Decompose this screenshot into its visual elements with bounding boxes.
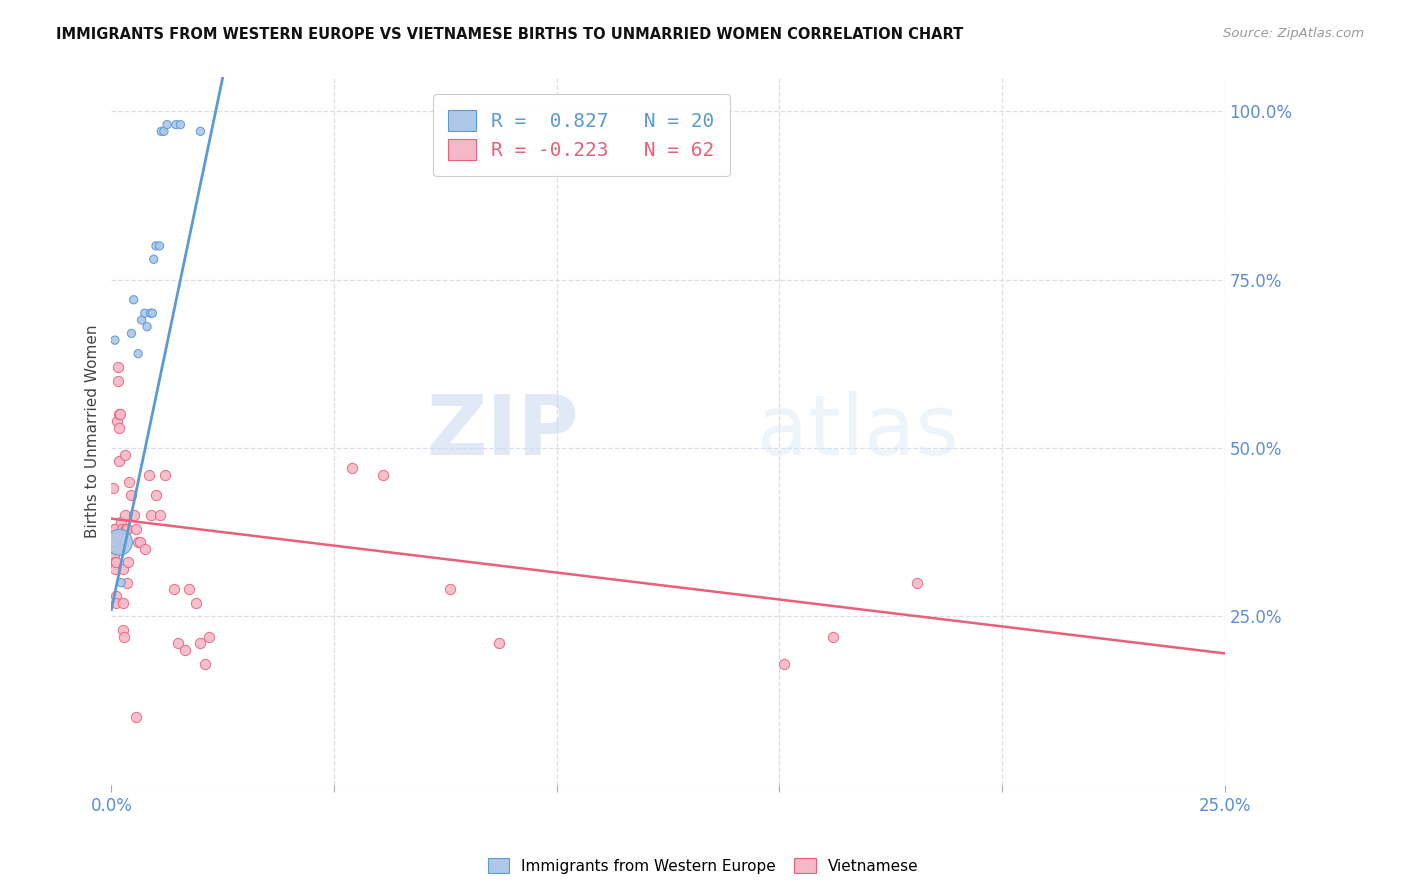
Point bbox=[179, 582, 201, 597]
Point bbox=[488, 636, 510, 650]
Point bbox=[114, 522, 136, 536]
Point bbox=[111, 522, 134, 536]
Point bbox=[153, 124, 176, 138]
Point bbox=[194, 657, 217, 671]
Point bbox=[107, 360, 129, 375]
Point bbox=[821, 630, 844, 644]
Point bbox=[110, 541, 132, 556]
Point bbox=[141, 306, 163, 320]
Point bbox=[105, 414, 128, 428]
Point bbox=[198, 630, 221, 644]
Point bbox=[169, 118, 191, 132]
Point bbox=[131, 313, 153, 327]
Point bbox=[103, 522, 125, 536]
Point bbox=[115, 575, 138, 590]
Point bbox=[104, 562, 127, 576]
Point bbox=[111, 562, 134, 576]
Point bbox=[167, 636, 190, 650]
Point bbox=[112, 630, 135, 644]
Point bbox=[149, 508, 172, 523]
Point bbox=[145, 488, 167, 502]
Point bbox=[104, 589, 127, 603]
Point bbox=[145, 239, 167, 253]
Legend: R =  0.827   N = 20, R = -0.223   N = 62: R = 0.827 N = 20, R = -0.223 N = 62 bbox=[433, 95, 730, 176]
Point bbox=[108, 454, 131, 468]
Point bbox=[104, 556, 127, 570]
Point bbox=[125, 710, 148, 724]
Legend: Immigrants from Western Europe, Vietnamese: Immigrants from Western Europe, Vietname… bbox=[481, 852, 925, 880]
Point bbox=[156, 118, 179, 132]
Point bbox=[134, 541, 156, 556]
Text: atlas: atlas bbox=[756, 391, 959, 472]
Point bbox=[136, 319, 159, 334]
Point bbox=[907, 575, 929, 590]
Point bbox=[110, 575, 132, 590]
Point bbox=[105, 596, 128, 610]
Point bbox=[108, 407, 131, 421]
Point bbox=[104, 556, 127, 570]
Point bbox=[117, 556, 139, 570]
Point bbox=[141, 508, 163, 523]
Point bbox=[111, 596, 134, 610]
Point bbox=[190, 636, 212, 650]
Point bbox=[103, 549, 125, 563]
Point bbox=[104, 333, 127, 347]
Point bbox=[110, 515, 132, 529]
Point bbox=[127, 535, 149, 549]
Point bbox=[103, 528, 125, 542]
Point bbox=[108, 535, 131, 549]
Point bbox=[129, 535, 152, 549]
Point bbox=[117, 522, 139, 536]
Point bbox=[190, 124, 212, 138]
Point bbox=[104, 522, 127, 536]
Point bbox=[112, 623, 135, 637]
Point bbox=[114, 448, 136, 462]
Point bbox=[153, 467, 176, 482]
Text: ZIP: ZIP bbox=[426, 391, 579, 472]
Point bbox=[127, 346, 149, 360]
Text: IMMIGRANTS FROM WESTERN EUROPE VS VIETNAMESE BIRTHS TO UNMARRIED WOMEN CORRELATI: IMMIGRANTS FROM WESTERN EUROPE VS VIETNA… bbox=[56, 27, 963, 42]
Point bbox=[165, 118, 187, 132]
Y-axis label: Births to Unmarried Women: Births to Unmarried Women bbox=[86, 325, 100, 538]
Point bbox=[371, 467, 394, 482]
Point bbox=[138, 467, 160, 482]
Point bbox=[340, 461, 363, 475]
Point bbox=[103, 535, 125, 549]
Point bbox=[139, 306, 162, 320]
Point bbox=[439, 582, 461, 597]
Point bbox=[125, 522, 148, 536]
Text: Source: ZipAtlas.com: Source: ZipAtlas.com bbox=[1223, 27, 1364, 40]
Point bbox=[107, 421, 129, 435]
Point bbox=[122, 293, 145, 307]
Point bbox=[114, 508, 136, 523]
Point bbox=[174, 643, 197, 657]
Point bbox=[122, 508, 145, 523]
Point bbox=[120, 488, 142, 502]
Point bbox=[103, 535, 125, 549]
Point bbox=[107, 374, 129, 388]
Point bbox=[134, 306, 156, 320]
Point bbox=[105, 528, 128, 542]
Point bbox=[150, 124, 173, 138]
Point bbox=[184, 596, 207, 610]
Point bbox=[120, 326, 142, 341]
Point bbox=[163, 582, 186, 597]
Point bbox=[142, 252, 165, 267]
Point bbox=[103, 541, 125, 556]
Point bbox=[108, 407, 131, 421]
Point bbox=[148, 239, 170, 253]
Point bbox=[101, 481, 124, 495]
Point bbox=[773, 657, 796, 671]
Point bbox=[118, 475, 141, 489]
